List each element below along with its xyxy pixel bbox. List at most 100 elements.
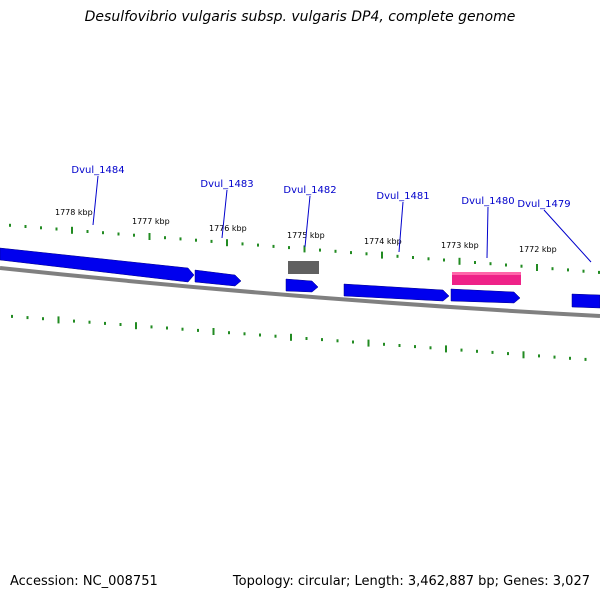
minor-tick: [24, 225, 27, 228]
gene-arrow[interactable]: [571, 293, 600, 309]
gene-label-dvul_1481[interactable]: Dvul_1481: [376, 191, 429, 202]
minor-tick: [73, 319, 75, 323]
major-tick: [445, 345, 447, 353]
gene-box-other[interactable]: [288, 261, 319, 274]
major-tick: [212, 328, 215, 335]
minor-tick: [321, 338, 323, 342]
minor-tick: [274, 334, 277, 338]
major-tick: [71, 226, 73, 234]
major-tick: [290, 333, 292, 341]
minor-tick: [582, 269, 585, 273]
minor-tick: [598, 270, 600, 274]
tick-label: 1773 kbp: [441, 241, 479, 250]
topology-text: Topology: circular; Length: 3,462,887 bp…: [232, 574, 590, 589]
minor-tick: [352, 340, 354, 344]
minor-tick: [305, 337, 308, 340]
minor-tick: [166, 326, 168, 330]
minor-tick: [288, 246, 290, 250]
minor-tick: [569, 356, 571, 360]
minor-tick: [474, 261, 476, 264]
minor-tick: [443, 258, 445, 262]
minor-tick: [319, 248, 321, 252]
major-tick: [367, 339, 370, 347]
genome-backbone: [0, 266, 600, 318]
map-title: Desulfovibrio vulgaris subsp. vulgaris D…: [84, 9, 516, 25]
gene-label-dvul_1482[interactable]: Dvul_1482: [283, 185, 336, 196]
minor-tick: [181, 327, 184, 331]
minor-tick: [383, 342, 385, 346]
gene-labels: Dvul_1484 Dvul_1483 Dvul_1482 Dvul_1481 Dvul…: [71, 165, 592, 263]
minor-tick: [257, 243, 259, 247]
gene-arrow[interactable]: [0, 247, 195, 283]
gene-label-dvul_1480[interactable]: Dvul_1480: [461, 196, 514, 207]
gene-label-dvul_1484[interactable]: Dvul_1484: [71, 165, 124, 176]
tick-label: 1776 kbp: [209, 224, 247, 233]
minor-tick: [336, 339, 339, 343]
tick-label: 1772 kbp: [519, 245, 557, 254]
accession-text: Accession: NC_008751: [10, 574, 158, 589]
gene-arrow[interactable]: [285, 278, 319, 293]
minor-tick: [460, 348, 463, 352]
major-tick: [57, 316, 60, 324]
minor-tick: [489, 262, 492, 266]
gene-leader-line: [486, 206, 489, 259]
minor-tick: [197, 328, 199, 332]
minor-tick: [505, 263, 507, 267]
minor-tick: [476, 349, 478, 353]
gene-label-dvul_1479[interactable]: Dvul_1479: [517, 199, 570, 210]
minor-tick: [210, 239, 213, 243]
tick-label: 1774 kbp: [364, 237, 402, 246]
gene-arrow[interactable]: [343, 283, 450, 302]
minor-tick: [243, 332, 246, 336]
major-tick: [536, 264, 538, 271]
minor-tick: [11, 314, 13, 318]
minor-tick: [164, 236, 166, 240]
gene-arrow[interactable]: [450, 288, 521, 304]
minor-tick: [102, 231, 104, 235]
minor-tick: [414, 345, 416, 349]
minor-tick: [272, 244, 275, 248]
outer-tick-ring: [9, 223, 600, 274]
major-tick: [303, 245, 306, 253]
minor-tick: [179, 237, 182, 241]
gene-features: [0, 247, 600, 309]
minor-tick: [396, 254, 399, 258]
major-tick: [381, 251, 383, 259]
tick-label: 1778 kbp: [55, 208, 93, 217]
minor-tick: [104, 321, 106, 325]
minor-tick: [334, 249, 337, 253]
minor-tick: [241, 242, 244, 246]
minor-tick: [398, 344, 401, 347]
gene-label-dvul_1483[interactable]: Dvul_1483: [200, 179, 253, 190]
minor-tick: [427, 257, 430, 261]
minor-tick: [429, 346, 432, 350]
minor-tick: [150, 325, 153, 329]
minor-tick: [584, 357, 587, 361]
minor-tick: [567, 268, 569, 272]
gene-box-highlight-shine: [452, 272, 521, 275]
minor-tick: [553, 355, 556, 359]
gene-leader-line: [398, 201, 404, 253]
major-tick: [148, 233, 151, 240]
major-tick: [522, 351, 525, 359]
minor-tick: [40, 226, 42, 230]
minor-tick: [507, 352, 509, 356]
gene-leader-line: [304, 195, 311, 248]
minor-tick: [9, 223, 11, 227]
minor-tick: [520, 264, 523, 268]
gene-leader-line: [543, 209, 592, 263]
minor-tick: [350, 251, 352, 255]
minor-tick: [86, 230, 89, 233]
major-tick: [458, 257, 461, 265]
major-tick: [135, 322, 137, 330]
gene-arrow[interactable]: [194, 269, 242, 287]
minor-tick: [228, 331, 230, 335]
gene-leader-line: [221, 189, 228, 239]
minor-tick: [133, 233, 135, 237]
minor-tick: [119, 323, 122, 326]
minor-tick: [259, 333, 261, 337]
major-tick: [226, 239, 228, 247]
gene-box-highlight[interactable]: [452, 272, 521, 285]
